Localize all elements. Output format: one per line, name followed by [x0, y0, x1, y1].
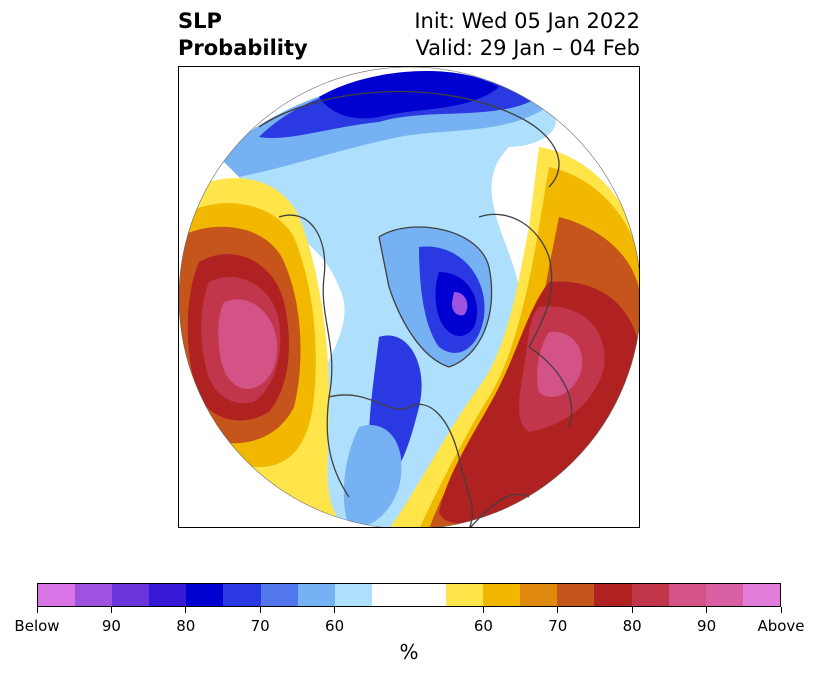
colorbar-tick: [334, 607, 336, 613]
colorbar-cell: [446, 584, 484, 606]
probability-shading: [179, 67, 639, 527]
probability-map: [179, 67, 639, 527]
colorbar-cell: [668, 584, 706, 606]
colorbar-cell: [75, 584, 113, 606]
east-us-below-60: [343, 425, 402, 527]
siberia-below-80: [319, 70, 499, 119]
atlantic-above-90: [537, 331, 583, 397]
colorbar-tick-label: 70: [250, 617, 270, 635]
chart-title-left: SLP Probability: [178, 8, 308, 62]
colorbar-cell: [186, 584, 224, 606]
colorbar-cell: [557, 584, 595, 606]
colorbar-cell: [631, 584, 669, 606]
colorbar-cell: [705, 584, 743, 606]
colorbar-tick-label: 80: [622, 617, 642, 635]
variable-label: SLP: [178, 9, 222, 33]
colorbar-cell: [260, 584, 298, 606]
colorbar-cell: [483, 584, 521, 606]
colorbar-cell: [112, 584, 150, 606]
init-label: Init: Wed 05 Jan 2022: [414, 9, 640, 33]
colorbar-cell: [223, 584, 261, 606]
colorbar-tick-label: 60: [473, 617, 493, 635]
colorbar-tick: [557, 607, 559, 613]
colorbar: [37, 583, 781, 607]
colorbar-cell: [149, 584, 187, 606]
colorbar-cell: [520, 584, 558, 606]
map-frame: [178, 66, 640, 528]
colorbar-cell: [371, 584, 409, 606]
colorbar-tick: [259, 607, 261, 613]
colorbar-cell: [297, 584, 335, 606]
colorbar-tick-label: 80: [176, 617, 196, 635]
coastlines: [258, 90, 573, 527]
colorbar-cell: [408, 584, 447, 606]
colorbar-tick: [185, 607, 187, 613]
colorbar-tick-label: 90: [697, 617, 717, 635]
valid-label: Valid: 29 Jan – 04 Feb: [415, 36, 640, 60]
chart-title-right: Init: Wed 05 Jan 2022 Valid: 29 Jan – 04…: [414, 8, 640, 62]
greenland-below-90: [451, 292, 468, 316]
colorbar-cell: [742, 584, 780, 606]
colorbar-tick: [780, 607, 782, 613]
colorbar-tick: [631, 607, 633, 613]
colorbar-tick-label: 90: [101, 617, 121, 635]
colorbar-tick: [482, 607, 484, 613]
colorbar-cell: [38, 584, 76, 606]
colorbar-tick: [110, 607, 112, 613]
colorbar-tick: [706, 607, 708, 613]
colorbar-cell: [594, 584, 632, 606]
colorbar-cell: [334, 584, 372, 606]
colorbar-tick-label: 70: [548, 617, 568, 635]
colorbar-units-label: %: [399, 640, 419, 664]
colorbar-tick-label: Above: [757, 617, 805, 635]
colorbar-tick-label: Below: [14, 617, 60, 635]
product-label: Probability: [178, 36, 308, 60]
pacific-above-90: [218, 299, 278, 389]
colorbar-tick-label: 60: [325, 617, 345, 635]
colorbar-tick: [36, 607, 38, 613]
